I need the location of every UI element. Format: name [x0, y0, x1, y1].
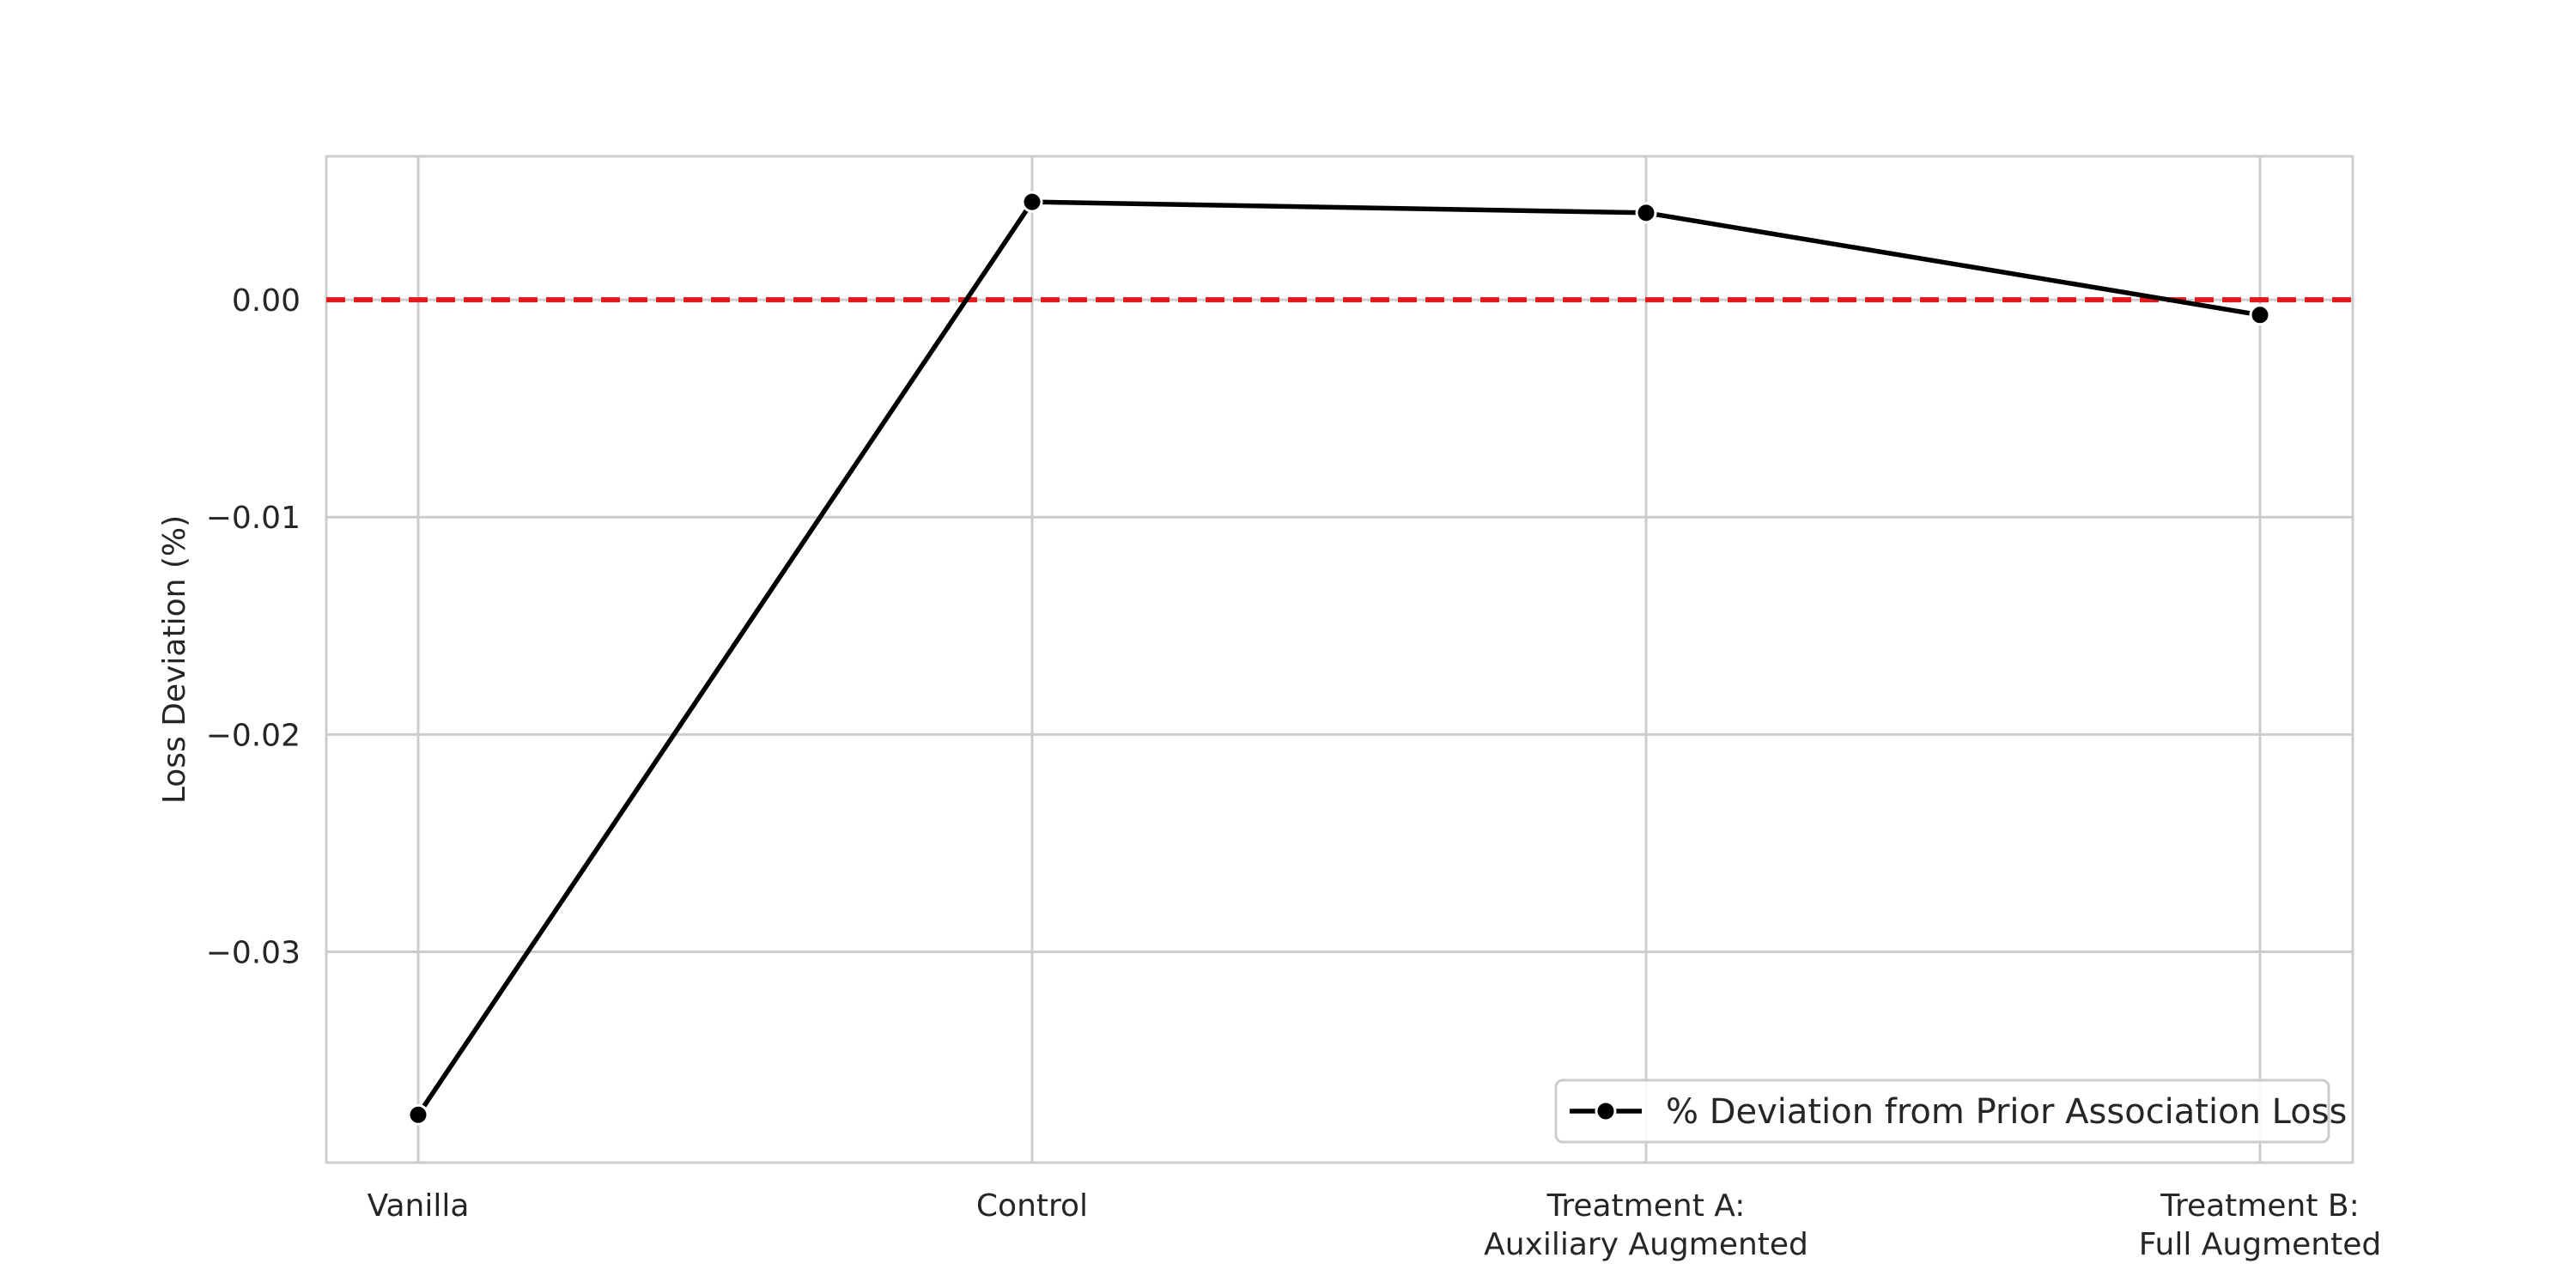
legend-label: % Deviation from Prior Association Loss — [1666, 1092, 2347, 1132]
x-tick-labels: Vanilla Control Treatment A: Auxiliary Augm… — [368, 1188, 2382, 1262]
series-line — [416, 199, 2261, 1116]
y-tick-label: −0.01 — [206, 501, 301, 536]
x-tick-label: Treatment A: Auxiliary Augmented — [1484, 1188, 1808, 1262]
x-tick-label-line: Treatment A: — [1546, 1188, 1746, 1224]
x-tick-label-line: Full Augmented — [2139, 1227, 2381, 1262]
y-tick-label: −0.03 — [206, 935, 301, 970]
x-tick-label: Vanilla — [368, 1188, 470, 1224]
x-tick-label: Control — [976, 1188, 1088, 1224]
x-tick-label-line: Vanilla — [368, 1188, 470, 1224]
x-tick-label-line: Auxiliary Augmented — [1484, 1227, 1808, 1262]
data-point — [2249, 304, 2271, 326]
y-tick-label: −0.02 — [206, 718, 301, 753]
data-point — [1021, 191, 1043, 213]
data-point — [1635, 202, 1657, 224]
legend-marker-swatch — [1595, 1100, 1617, 1122]
data-point — [407, 1103, 429, 1126]
y-tick-labels: 0.00 −0.01 −0.02 −0.03 — [206, 283, 301, 970]
x-tick-label-line: Treatment B: — [2160, 1188, 2359, 1224]
x-tick-label: Treatment B: Full Augmented — [2139, 1188, 2381, 1262]
y-axis-title: Loss Deviation (%) — [157, 515, 192, 804]
y-tick-label: 0.00 — [232, 283, 301, 319]
legend: % Deviation from Prior Association Loss — [1554, 1078, 2347, 1144]
x-tick-label-line: Control — [976, 1188, 1088, 1224]
plot-frame — [325, 155, 2354, 1164]
legend-box — [1554, 1078, 2330, 1144]
series-group — [407, 191, 2271, 1126]
